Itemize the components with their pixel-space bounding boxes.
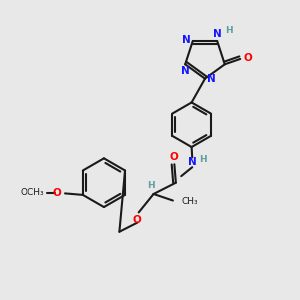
Text: N: N [181, 66, 190, 76]
Text: O: O [53, 188, 62, 198]
Text: H: H [199, 155, 207, 164]
Text: N: N [182, 35, 191, 45]
Text: H: H [225, 26, 233, 35]
Text: N: N [213, 29, 222, 40]
Text: CH₃: CH₃ [181, 197, 198, 206]
Text: H: H [147, 181, 154, 190]
Text: N: N [188, 157, 197, 167]
Text: O: O [244, 53, 252, 63]
Text: OCH₃: OCH₃ [21, 188, 44, 197]
Text: O: O [169, 152, 178, 162]
Text: O: O [133, 214, 141, 224]
Text: N: N [207, 74, 216, 84]
